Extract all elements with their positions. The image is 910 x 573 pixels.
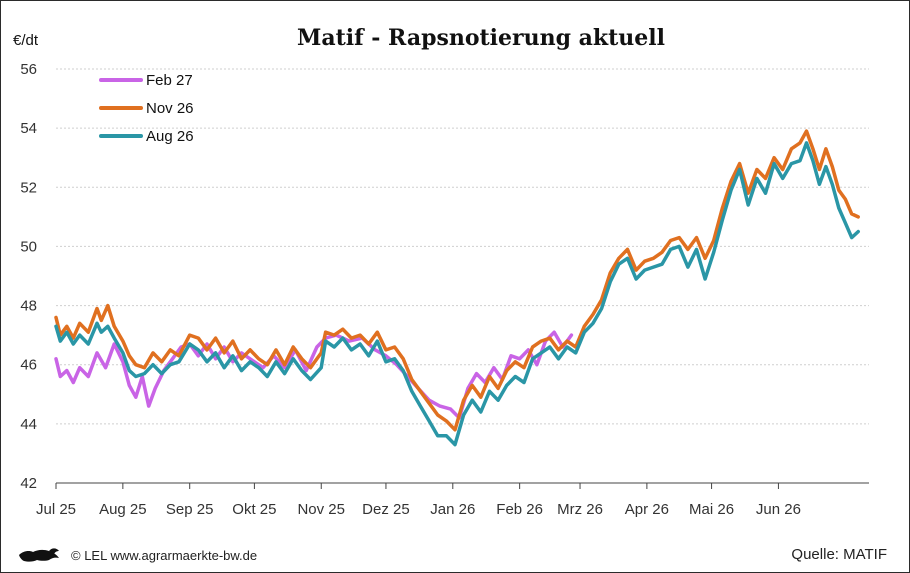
legend-label: Nov 26 [146,100,194,117]
y-tick-label: 48 [20,298,37,315]
y-axis-unit-label: €/dt [13,32,39,49]
chart-title: Matif - Rapsnotierung aktuell [297,25,665,51]
y-tick-label: 50 [20,238,37,255]
x-tick-label: Mai 26 [689,501,734,518]
y-tick-label: 52 [20,179,37,196]
x-tick-label: Jul 25 [36,501,76,518]
y-tick-label: 42 [20,475,37,492]
x-tick-label: Sep 25 [166,501,214,518]
footer-credit: © LEL www.agrarmaerkte-bw.de [71,548,257,563]
y-tick-label: 46 [20,357,37,374]
series-lines [54,129,860,447]
x-tick-label: Okt 25 [232,501,276,518]
x-tick-label: Jan 26 [430,501,475,518]
x-axis: Jul 25 Aug 25 Sep 25 Okt 25 Nov 25 Dez 25 Jan … [36,482,869,518]
x-tick-label: Apr 26 [625,501,669,518]
y-tick-label: 54 [20,120,37,137]
legend-label: Aug 26 [146,128,194,145]
series-line-aug-26 [54,141,860,447]
y-axis-ticks: 42 44 46 48 50 52 54 56 [20,61,37,492]
y-tick-label: 56 [20,61,37,78]
legend: Feb 27 Nov 26 Aug 26 [99,72,194,145]
x-tick-label: Feb 26 [496,501,543,518]
series-line-nov-26 [54,129,860,432]
footer-source: Quelle: MATIF [791,546,887,563]
x-tick-label: Nov 25 [297,501,345,518]
y-tick-label: 44 [20,416,37,433]
grid-lines [56,68,869,425]
lion-icon [19,548,59,562]
x-tick-label: Mrz 26 [557,501,603,518]
x-tick-label: Dez 25 [362,501,410,518]
x-tick-label: Aug 25 [99,501,147,518]
legend-label: Feb 27 [146,72,193,89]
x-tick-label: Jun 26 [756,501,801,518]
